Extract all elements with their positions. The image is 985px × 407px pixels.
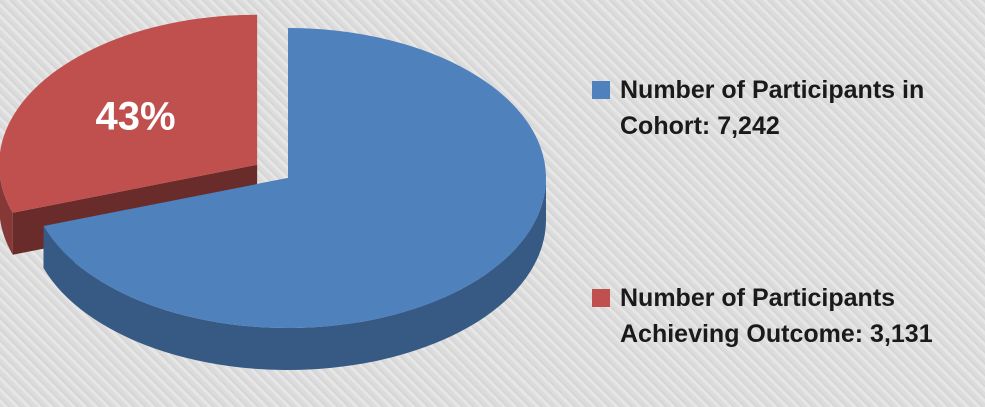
legend-entry: Number of Participants in Cohort: 7,242 <box>592 72 977 144</box>
legend-entry: Number of Participants Achieving Outcome… <box>592 280 977 352</box>
legend-label: Number of Participants Achieving Outcome… <box>620 284 933 348</box>
legend-swatch <box>592 81 610 99</box>
pie-slice <box>43 28 547 371</box>
slice-side <box>43 178 547 371</box>
legend-label: Number of Participants in Cohort: 7,242 <box>620 76 925 140</box>
pie-plot: 43% <box>0 14 547 371</box>
slice-annotation: 43% <box>96 95 176 139</box>
slice-top <box>43 28 547 328</box>
slice-top <box>0 14 258 213</box>
slice-side <box>0 176 13 255</box>
legend-swatch <box>592 289 610 307</box>
